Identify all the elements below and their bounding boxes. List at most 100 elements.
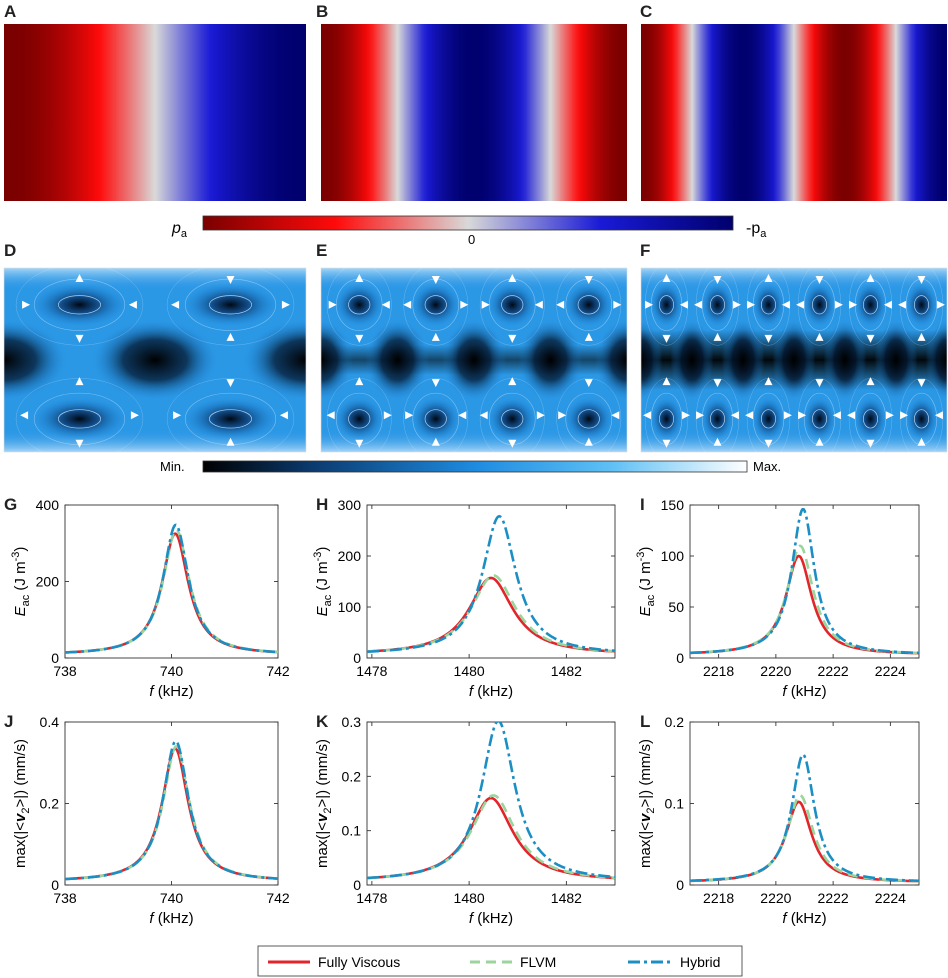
flow-arrow-icon xyxy=(681,411,690,420)
flow-arrow-icon xyxy=(866,439,875,448)
panel-letter-a: A xyxy=(4,2,16,21)
flow-arrow-icon xyxy=(815,332,824,341)
flow-arrow-icon xyxy=(479,411,488,420)
y-axis-label: Eac (J m-3) xyxy=(10,547,32,617)
panel-letter-d: D xyxy=(4,241,16,260)
x-tick-label: 1480 xyxy=(454,663,485,679)
y-tick-label: 200 xyxy=(338,548,362,564)
series-line-hybrid xyxy=(690,753,919,883)
x-tick-label: 2220 xyxy=(760,663,791,679)
x-axis-label: f (kHz) xyxy=(782,683,826,700)
flow-arrow-icon xyxy=(917,379,926,388)
flow-arrow-icon xyxy=(558,411,567,420)
panel-letter-b: B xyxy=(316,2,328,21)
x-tick-label: 740 xyxy=(160,663,184,679)
chart-j: 738 740 742 0 0.2 0.4 f (kHz) max(|<v2>|) (mm/s… xyxy=(12,714,290,927)
y-tick-label: 100 xyxy=(661,548,685,564)
y-tick-label: 0 xyxy=(51,877,59,893)
panel-letter-c: C xyxy=(640,2,652,21)
flow-arrow-icon xyxy=(534,300,543,309)
flow-arrow-icon xyxy=(584,332,593,341)
streaming-field-d xyxy=(4,268,306,452)
x-tick-label: 742 xyxy=(266,663,290,679)
panel-letter-h: H xyxy=(316,495,328,514)
streaming-field-e xyxy=(321,268,627,452)
flow-arrow-icon xyxy=(328,300,337,309)
flow-arrow-icon xyxy=(431,332,440,341)
y-tick-label: 400 xyxy=(36,497,60,513)
flow-arrow-icon xyxy=(613,300,622,309)
flow-arrow-icon xyxy=(885,411,894,420)
legend-label-hybrid: Hybrid xyxy=(680,954,720,970)
x-tick-label: 2218 xyxy=(703,890,734,906)
y-axis-label: max(|<v2>|) (mm/s) xyxy=(637,739,657,868)
flow-arrow-icon xyxy=(611,411,620,420)
flow-arrow-icon xyxy=(508,377,517,386)
flow-arrow-icon xyxy=(130,411,139,420)
flow-arrow-icon xyxy=(764,274,773,282)
flow-arrow-icon xyxy=(458,411,467,420)
y-axis-label: Eac (J m-3) xyxy=(312,547,334,617)
flow-arrow-icon xyxy=(815,379,824,388)
flow-arrow-icon xyxy=(355,439,364,448)
series-line-hybrid xyxy=(65,739,278,881)
flow-arrow-icon xyxy=(431,276,440,284)
flow-arrow-icon xyxy=(536,411,545,420)
flow-arrow-icon xyxy=(431,437,440,446)
x-axis-label: f (kHz) xyxy=(469,910,513,927)
x-tick-label: 2222 xyxy=(818,890,849,906)
legend-label-fully-viscous: Fully Viscous xyxy=(318,954,400,970)
pressure-colorbar-left-label: pa xyxy=(171,220,188,240)
flow-arrow-icon xyxy=(226,332,235,341)
flow-arrow-icon xyxy=(764,377,773,386)
x-tick-label: 1478 xyxy=(356,663,387,679)
flow-arrow-icon xyxy=(355,274,364,282)
panel-letter-e: E xyxy=(316,241,327,260)
y-tick-label: 0 xyxy=(51,650,59,666)
y-tick-label: 50 xyxy=(668,599,684,615)
y-tick-label: 0 xyxy=(676,650,684,666)
flow-arrow-icon xyxy=(781,300,790,309)
flow-arrow-icon xyxy=(326,411,335,420)
y-axis-label: max(|<v2>|) (mm/s) xyxy=(12,739,32,868)
y-tick-label: 100 xyxy=(338,599,362,615)
flow-arrow-icon xyxy=(431,379,440,388)
x-tick-label: 740 xyxy=(160,890,184,906)
flow-arrow-icon xyxy=(226,379,235,388)
x-tick-label: 1480 xyxy=(454,890,485,906)
flow-arrow-icon xyxy=(171,300,180,309)
flow-arrow-icon xyxy=(815,437,824,446)
flow-arrow-icon xyxy=(745,411,754,420)
flow-arrow-icon xyxy=(866,274,875,282)
x-axis-label: f (kHz) xyxy=(149,910,193,927)
y-tick-label: 300 xyxy=(338,497,362,513)
flow-arrow-icon xyxy=(75,274,84,282)
flow-arrow-icon xyxy=(798,411,807,420)
panel-letter-l: L xyxy=(640,712,650,731)
flow-arrow-icon xyxy=(75,377,84,386)
y-tick-label: 200 xyxy=(36,574,60,590)
x-tick-label: 2224 xyxy=(875,663,906,679)
flow-arrow-icon xyxy=(730,411,739,420)
flow-arrow-icon xyxy=(173,411,182,420)
x-axis-label: f (kHz) xyxy=(149,683,193,700)
flow-arrow-icon xyxy=(696,411,705,420)
pressure-colorbar-zero-label: 0 xyxy=(468,232,475,247)
y-axis-label: max(|<v2>|) (mm/s) xyxy=(314,739,334,868)
flow-arrow-icon xyxy=(713,332,722,341)
pressure-colorbar: pa 0 -pa xyxy=(171,215,767,247)
flow-arrow-icon xyxy=(732,300,741,309)
flow-arrow-icon xyxy=(645,300,654,309)
flow-arrow-icon xyxy=(764,334,773,343)
chart-k: 1478 1480 1482 0 0.1 0.2 0.3 f (kHz) max(|<v2>|)… xyxy=(314,714,616,927)
flow-arrow-icon xyxy=(694,300,703,309)
y-axis-label: Eac (J m-3) xyxy=(635,547,657,617)
y-tick-label: 0.4 xyxy=(40,714,60,730)
flow-arrow-icon xyxy=(713,276,722,284)
flow-arrow-icon xyxy=(679,300,688,309)
flow-arrow-icon xyxy=(405,411,414,420)
flow-arrow-icon xyxy=(900,411,909,420)
panel-letters: A B C D E F G H I J K L xyxy=(4,2,652,731)
panel-letter-j: J xyxy=(4,712,13,731)
